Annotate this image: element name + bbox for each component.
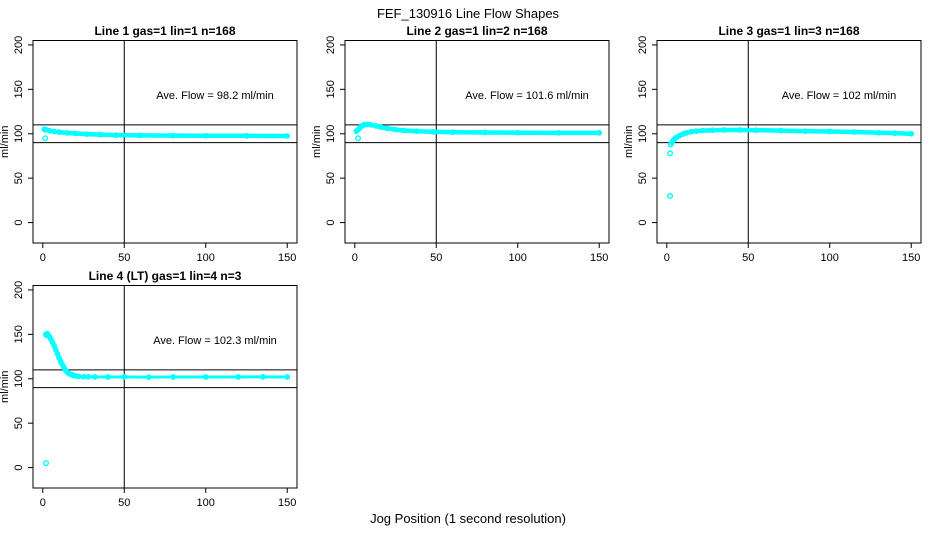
plot-canvas-line-3: Line 3 gas=1 lin=3 n=168 Ave. Flow = 102…	[624, 25, 922, 264]
y-tick-label: 0	[13, 465, 25, 471]
y-tick-label: 150	[637, 80, 649, 98]
x-tick-label: 0	[664, 252, 670, 264]
ave-flow-annotation: Ave. Flow = 102 ml/min	[782, 90, 896, 102]
x-tick-label: 50	[118, 497, 130, 509]
subplot-title: Line 1 gas=1 lin=1 n=168	[94, 25, 235, 38]
y-tick-label: 0	[13, 220, 25, 226]
x-tick-label: 50	[118, 252, 130, 264]
ave-flow-annotation: Ave. Flow = 102.3 ml/min	[153, 335, 277, 347]
y-tick-label: 100	[325, 125, 337, 143]
y-axis-label: ml/min	[624, 126, 635, 158]
x-axis-label: Jog Position (1 second resolution)	[370, 511, 566, 526]
subplot-line-3: Line 3 gas=1 lin=3 n=168 Ave. Flow = 102…	[624, 25, 936, 270]
x-tick-label: 150	[902, 252, 920, 264]
y-tick-label: 50	[13, 417, 25, 429]
x-tick-label: 150	[278, 497, 296, 509]
subplot-title: Line 3 gas=1 lin=3 n=168	[718, 25, 859, 38]
y-axis-label: ml/min	[0, 126, 11, 158]
y-tick-label: 0	[637, 220, 649, 226]
subplot-line-2: Line 2 gas=1 lin=2 n=168 Ave. Flow = 101…	[312, 25, 624, 270]
y-tick-label: 50	[325, 172, 337, 184]
y-tick-label: 150	[325, 80, 337, 98]
x-tick-label: 0	[40, 497, 46, 509]
x-tick-label: 100	[821, 252, 839, 264]
x-tick-label: 100	[197, 252, 215, 264]
y-tick-label: 100	[13, 125, 25, 143]
subplot-title: Line 2 gas=1 lin=2 n=168	[406, 25, 547, 38]
y-tick-label: 100	[637, 125, 649, 143]
subplot-line-1: Line 1 gas=1 lin=1 n=168 Ave. Flow = 98.…	[0, 25, 312, 270]
y-axis-label: ml/min	[312, 126, 323, 158]
x-tick-label: 0	[352, 252, 358, 264]
ave-flow-annotation: Ave. Flow = 101.6 ml/min	[465, 90, 589, 102]
y-tick-label: 50	[13, 172, 25, 184]
x-tick-label: 100	[509, 252, 527, 264]
x-tick-label: 0	[40, 252, 46, 264]
y-tick-label: 150	[13, 80, 25, 98]
plot-canvas-line-4: Line 4 (LT) gas=1 lin=4 n=3 Ave. Flow = …	[0, 270, 298, 509]
ave-flow-annotation: Ave. Flow = 98.2 ml/min	[156, 90, 273, 102]
y-tick-label: 50	[637, 172, 649, 184]
x-tick-label: 150	[590, 252, 608, 264]
plot-canvas-line-2: Line 2 gas=1 lin=2 n=168 Ave. Flow = 101…	[312, 25, 610, 264]
x-tick-label: 50	[742, 252, 754, 264]
y-tick-label: 200	[325, 36, 337, 54]
x-tick-label: 150	[278, 252, 296, 264]
plot-canvas-line-1: Line 1 gas=1 lin=1 n=168 Ave. Flow = 98.…	[0, 25, 298, 264]
y-axis-label: ml/min	[0, 371, 11, 403]
y-tick-label: 150	[13, 325, 25, 343]
y-tick-label: 200	[13, 36, 25, 54]
x-tick-label: 50	[430, 252, 442, 264]
y-tick-label: 200	[13, 281, 25, 299]
subplot-line-4: Line 4 (LT) gas=1 lin=4 n=3 Ave. Flow = …	[0, 270, 312, 515]
y-tick-label: 200	[637, 36, 649, 54]
x-tick-label: 100	[197, 497, 215, 509]
y-tick-label: 100	[13, 370, 25, 388]
subplot-title: Line 4 (LT) gas=1 lin=4 n=3	[89, 270, 242, 283]
y-tick-label: 0	[325, 220, 337, 226]
figure-title: FEF_130916 Line Flow Shapes	[376, 6, 560, 21]
